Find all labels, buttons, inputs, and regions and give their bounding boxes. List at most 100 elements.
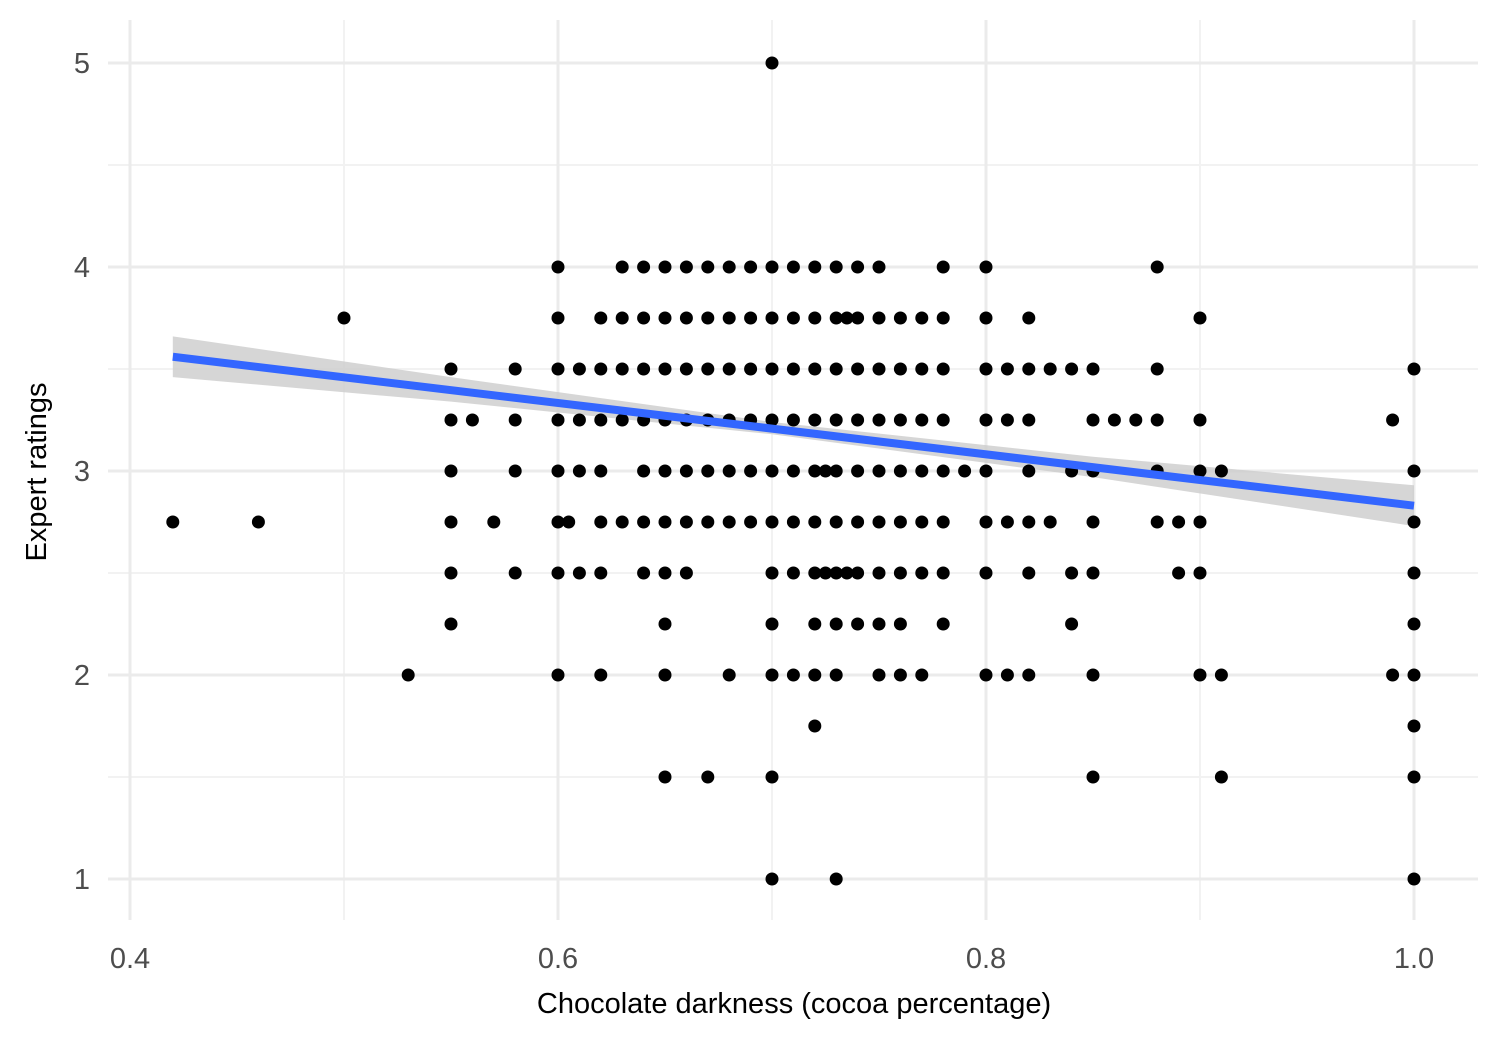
data-point <box>829 515 843 529</box>
data-point <box>915 566 929 580</box>
data-point <box>851 362 865 376</box>
data-point <box>744 515 758 529</box>
data-point <box>1193 668 1207 682</box>
data-point <box>701 464 715 478</box>
data-point <box>829 668 843 682</box>
data-point <box>1022 668 1036 682</box>
data-point <box>893 515 907 529</box>
data-point <box>1065 362 1079 376</box>
y-tick-label: 4 <box>74 252 90 284</box>
data-point <box>1086 413 1100 427</box>
data-point <box>744 464 758 478</box>
y-tick-label: 2 <box>74 660 90 692</box>
data-point <box>1086 668 1100 682</box>
data-point <box>808 668 822 682</box>
data-point <box>1000 515 1014 529</box>
data-point <box>594 566 608 580</box>
data-point <box>1386 413 1400 427</box>
data-point <box>829 617 843 631</box>
data-point <box>1065 566 1079 580</box>
data-point <box>915 311 929 325</box>
data-point <box>658 770 672 784</box>
data-point <box>679 515 693 529</box>
regression-line <box>172 352 1415 510</box>
data-point <box>594 311 608 325</box>
data-point <box>1407 362 1421 376</box>
data-point <box>829 872 843 886</box>
data-point <box>808 566 822 580</box>
data-point <box>637 515 651 529</box>
data-point <box>658 566 672 580</box>
data-point <box>893 617 907 631</box>
data-point <box>851 311 865 325</box>
data-point <box>444 617 458 631</box>
data-point <box>551 362 565 376</box>
data-point <box>819 464 832 478</box>
data-point <box>786 413 800 427</box>
data-point <box>1086 362 1100 376</box>
data-point <box>701 311 715 325</box>
data-point <box>594 515 608 529</box>
data-point <box>1022 515 1036 529</box>
data-point <box>637 566 651 580</box>
data-point <box>1022 311 1036 325</box>
data-point <box>1107 413 1121 427</box>
data-point <box>872 668 886 682</box>
data-point <box>679 362 693 376</box>
data-point <box>808 362 822 376</box>
data-point <box>551 464 565 478</box>
x-axis-ticks: 0.4 0.6 0.8 1.0 <box>110 943 1434 975</box>
data-point <box>979 566 993 580</box>
data-point <box>1022 413 1036 427</box>
data-point <box>936 311 950 325</box>
data-point <box>679 260 693 274</box>
data-point <box>808 515 822 529</box>
data-point <box>1022 566 1036 580</box>
data-point <box>893 668 907 682</box>
data-point <box>786 311 800 325</box>
y-tick-label: 1 <box>74 864 90 896</box>
data-point <box>1086 566 1100 580</box>
data-point <box>829 464 843 478</box>
data-point <box>1043 362 1057 376</box>
data-point <box>808 311 822 325</box>
data-point <box>744 260 758 274</box>
data-point <box>1407 770 1421 784</box>
data-point <box>1172 566 1186 580</box>
data-point <box>765 668 779 682</box>
data-point <box>1407 617 1421 631</box>
x-axis-title: Chocolate darkness (cocoa percentage) <box>537 988 1051 1020</box>
data-point <box>465 413 479 427</box>
data-point <box>829 362 843 376</box>
data-point <box>936 464 950 478</box>
data-point <box>637 362 651 376</box>
data-point <box>829 566 843 580</box>
data-point <box>1150 362 1164 376</box>
data-point <box>594 413 608 427</box>
data-point <box>851 566 865 580</box>
data-point <box>1000 668 1014 682</box>
data-point <box>808 617 822 631</box>
data-point <box>936 566 950 580</box>
data-point <box>786 515 800 529</box>
data-point <box>786 260 800 274</box>
data-point <box>808 413 822 427</box>
data-point <box>572 464 586 478</box>
y-axis-ticks: 1 2 3 4 5 <box>74 48 90 896</box>
data-point <box>1022 362 1036 376</box>
data-point <box>808 719 822 733</box>
data-point <box>679 566 693 580</box>
data-point <box>444 464 458 478</box>
data-point <box>594 362 608 376</box>
data-point <box>765 515 779 529</box>
data-point <box>808 260 822 274</box>
data-point <box>594 668 608 682</box>
data-point <box>786 464 800 478</box>
data-point <box>722 260 736 274</box>
data-point <box>508 413 522 427</box>
data-point <box>551 311 565 325</box>
data-point <box>637 311 651 325</box>
data-point <box>765 872 779 886</box>
data-point <box>444 362 458 376</box>
data-point <box>615 413 629 427</box>
